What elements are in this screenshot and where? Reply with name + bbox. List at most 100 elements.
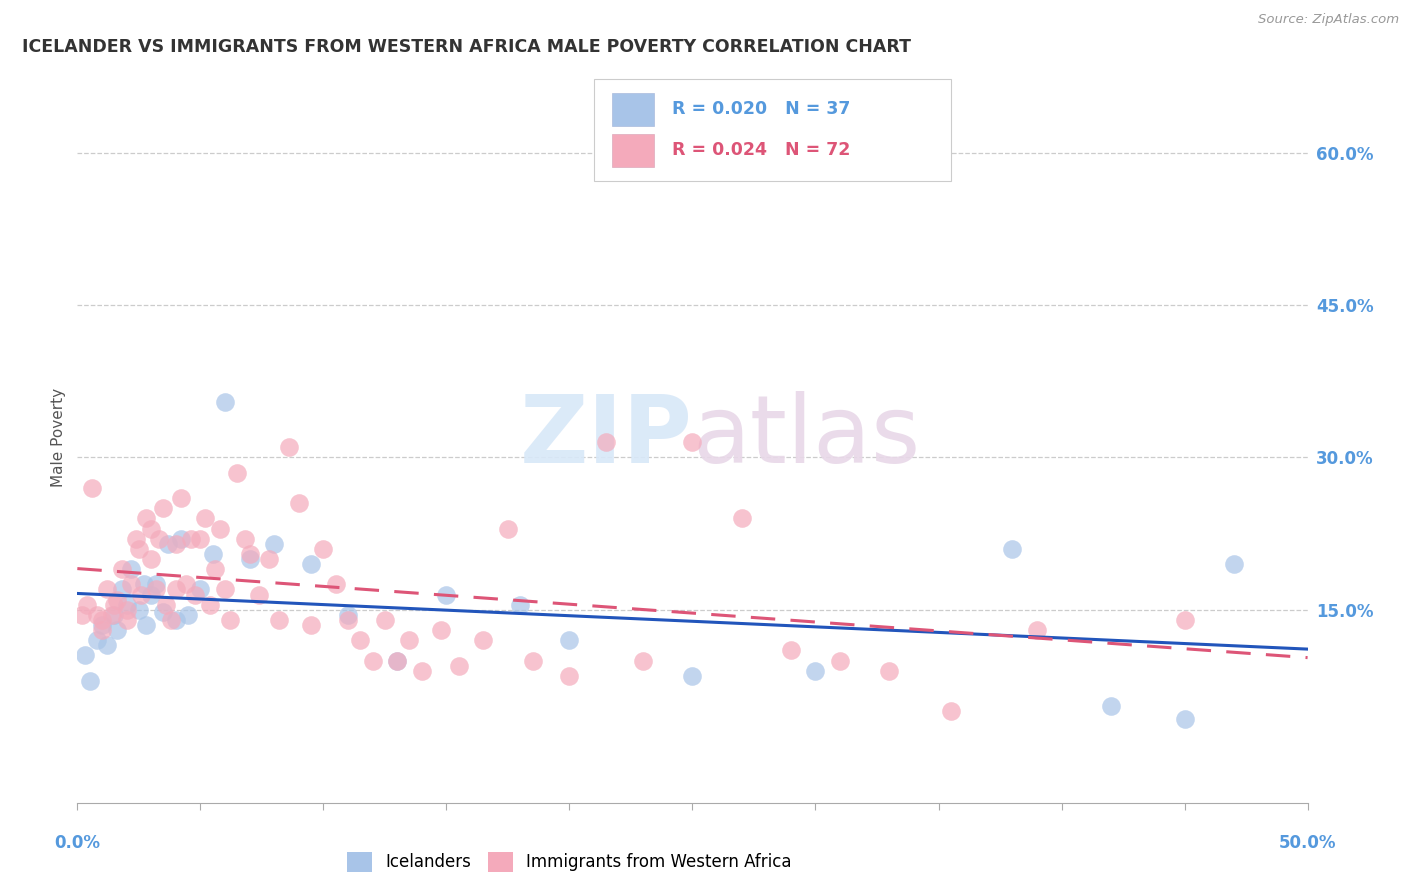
Text: 0.0%: 0.0%	[55, 834, 100, 852]
Point	[115, 613, 138, 627]
Point	[152, 501, 174, 516]
Point	[259, 552, 281, 566]
Point	[157, 537, 180, 551]
Point	[558, 633, 581, 648]
Point	[830, 654, 852, 668]
Point	[115, 598, 138, 612]
Point	[201, 547, 224, 561]
Point	[170, 491, 193, 505]
Point	[190, 582, 212, 597]
Point	[105, 592, 128, 607]
Point	[103, 598, 125, 612]
Text: atlas: atlas	[693, 391, 921, 483]
Point	[135, 618, 157, 632]
Point	[82, 481, 104, 495]
Point	[430, 623, 453, 637]
Point	[219, 613, 242, 627]
Point	[682, 669, 704, 683]
Point	[337, 613, 360, 627]
Point	[132, 577, 155, 591]
Point	[145, 582, 167, 597]
Point	[73, 648, 96, 663]
Point	[128, 603, 150, 617]
Point	[155, 598, 177, 612]
Point	[299, 618, 322, 632]
Point	[214, 394, 236, 409]
Text: ZIP: ZIP	[520, 391, 693, 483]
Point	[135, 511, 157, 525]
Point	[349, 633, 371, 648]
Point	[436, 588, 458, 602]
Point	[160, 613, 183, 627]
Point	[128, 541, 150, 556]
Point	[496, 522, 519, 536]
Point	[233, 532, 256, 546]
Point	[115, 603, 138, 617]
Point	[522, 654, 544, 668]
Point	[1174, 613, 1197, 627]
Point	[194, 511, 217, 525]
Point	[1026, 623, 1049, 637]
Point	[70, 607, 93, 622]
Point	[879, 664, 901, 678]
Point	[90, 618, 114, 632]
Point	[141, 552, 163, 566]
Point	[411, 664, 433, 678]
Point	[148, 532, 170, 546]
Point	[180, 532, 202, 546]
Point	[472, 633, 495, 648]
Point	[939, 705, 962, 719]
Text: R = 0.020   N = 37: R = 0.020 N = 37	[672, 101, 849, 119]
FancyBboxPatch shape	[595, 78, 950, 181]
Point	[337, 607, 360, 622]
Point	[170, 532, 193, 546]
Point	[86, 633, 108, 648]
Point	[780, 643, 803, 657]
Point	[558, 669, 581, 683]
Point	[86, 607, 108, 622]
Text: ICELANDER VS IMMIGRANTS FROM WESTERN AFRICA MALE POVERTY CORRELATION CHART: ICELANDER VS IMMIGRANTS FROM WESTERN AFR…	[22, 38, 911, 56]
Point	[165, 582, 187, 597]
Point	[125, 532, 148, 546]
Point	[1174, 713, 1197, 727]
Point	[105, 623, 128, 637]
FancyBboxPatch shape	[613, 134, 654, 167]
Point	[374, 613, 396, 627]
Point	[111, 562, 132, 576]
Point	[121, 577, 143, 591]
Point	[174, 577, 197, 591]
Point	[633, 654, 655, 668]
Point	[141, 588, 163, 602]
Point	[204, 562, 226, 576]
Point	[288, 496, 311, 510]
Point	[1223, 557, 1246, 571]
Point	[682, 435, 704, 450]
FancyBboxPatch shape	[613, 93, 654, 127]
Point	[509, 598, 531, 612]
Point	[398, 633, 420, 648]
Point	[165, 537, 187, 551]
Point	[804, 664, 827, 678]
Point	[595, 435, 617, 450]
Legend: Icelanders, Immigrants from Western Africa: Icelanders, Immigrants from Western Afri…	[340, 845, 799, 879]
Point	[96, 582, 118, 597]
Point	[184, 588, 207, 602]
Point	[447, 658, 470, 673]
Point	[1099, 699, 1122, 714]
Point	[152, 605, 174, 619]
Point	[269, 613, 291, 627]
Point	[79, 673, 101, 688]
Point	[76, 598, 98, 612]
Point	[96, 638, 118, 652]
Point	[103, 607, 125, 622]
Point	[90, 613, 114, 627]
Text: R = 0.024   N = 72: R = 0.024 N = 72	[672, 141, 849, 160]
Y-axis label: Male Poverty: Male Poverty	[51, 387, 66, 487]
Point	[145, 577, 167, 591]
Point	[299, 557, 322, 571]
Point	[90, 623, 114, 637]
Point	[1001, 541, 1024, 556]
Point	[387, 654, 409, 668]
Point	[101, 607, 124, 622]
Point	[111, 582, 132, 597]
